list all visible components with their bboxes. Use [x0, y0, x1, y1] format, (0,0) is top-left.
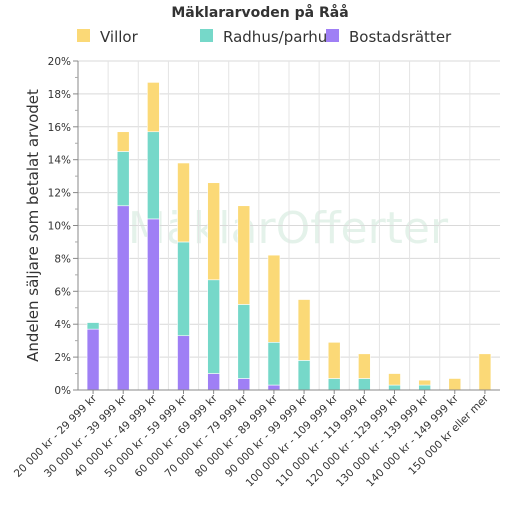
legend-swatch	[200, 29, 213, 42]
bar-segment	[147, 131, 160, 220]
bar-segment	[177, 241, 190, 337]
bar-segment	[267, 341, 281, 386]
bar-segment	[327, 341, 341, 379]
bar-segment	[207, 279, 220, 374]
legend-swatch	[77, 29, 90, 42]
legend-item[interactable]: Bostadsrätter	[326, 28, 452, 46]
bar-segment	[297, 299, 311, 361]
grid	[78, 60, 500, 391]
y-tick-label: 18%	[48, 89, 71, 101]
legend-label: Radhus/parhus	[223, 28, 335, 46]
bar-segment	[388, 373, 401, 386]
y-tick-label: 6%	[54, 286, 71, 298]
bar-segment	[147, 218, 160, 391]
bar-segment	[237, 205, 251, 305]
y-axis-ticks: 0% 2% 4% 6% 8% 10% 12% 14% 16% 18% 20%	[48, 56, 78, 397]
bar-segment	[147, 82, 160, 133]
bar-segment	[297, 360, 311, 391]
y-tick-label: 8%	[54, 253, 71, 265]
bar-segment	[418, 384, 431, 391]
bar-segment	[267, 254, 281, 343]
bar-segment	[358, 378, 371, 391]
bar-segment	[177, 162, 190, 243]
bars	[86, 82, 492, 391]
y-tick-label: 0%	[54, 385, 71, 397]
legend-label: Villor	[100, 28, 139, 46]
bar-segment	[207, 373, 220, 391]
y-tick-label: 4%	[54, 319, 71, 331]
bar-segment	[116, 205, 130, 391]
bar-segment	[327, 378, 341, 391]
watermark: MäklarOfferter	[128, 203, 449, 254]
legend-item[interactable]: Villor	[77, 28, 139, 46]
bar-segment	[86, 322, 100, 330]
bar-segment	[207, 182, 220, 281]
legend-swatch	[326, 29, 339, 42]
y-tick-label: 16%	[48, 122, 71, 134]
y-tick-label: 10%	[48, 221, 71, 233]
bar-segment	[448, 378, 462, 391]
bar-segment	[86, 328, 100, 391]
y-tick-label: 12%	[48, 188, 71, 200]
y-axis-label: Andelen säljare som betalat arvodet	[24, 89, 42, 362]
y-tick-label: 20%	[48, 56, 71, 68]
bar-segment	[177, 335, 190, 391]
bar-segment	[358, 353, 371, 379]
bar-segment	[116, 131, 130, 152]
bar-segment	[237, 378, 251, 391]
bar-segment	[478, 353, 492, 391]
legend-label: Bostadsrätter	[349, 28, 452, 46]
bar-segment	[116, 151, 130, 207]
y-tick-label: 14%	[48, 155, 71, 167]
legend-item[interactable]: Radhus/parhus	[200, 28, 335, 46]
chart-title: Mäklararvoden på Råå	[171, 4, 348, 21]
bar-segment	[267, 384, 281, 391]
bar-segment	[418, 379, 431, 386]
bar-segment	[237, 304, 251, 379]
y-tick-label: 2%	[54, 352, 71, 364]
legend: Villor Radhus/parhus Bostadsrätter	[77, 28, 452, 46]
bar-segment	[388, 384, 401, 391]
